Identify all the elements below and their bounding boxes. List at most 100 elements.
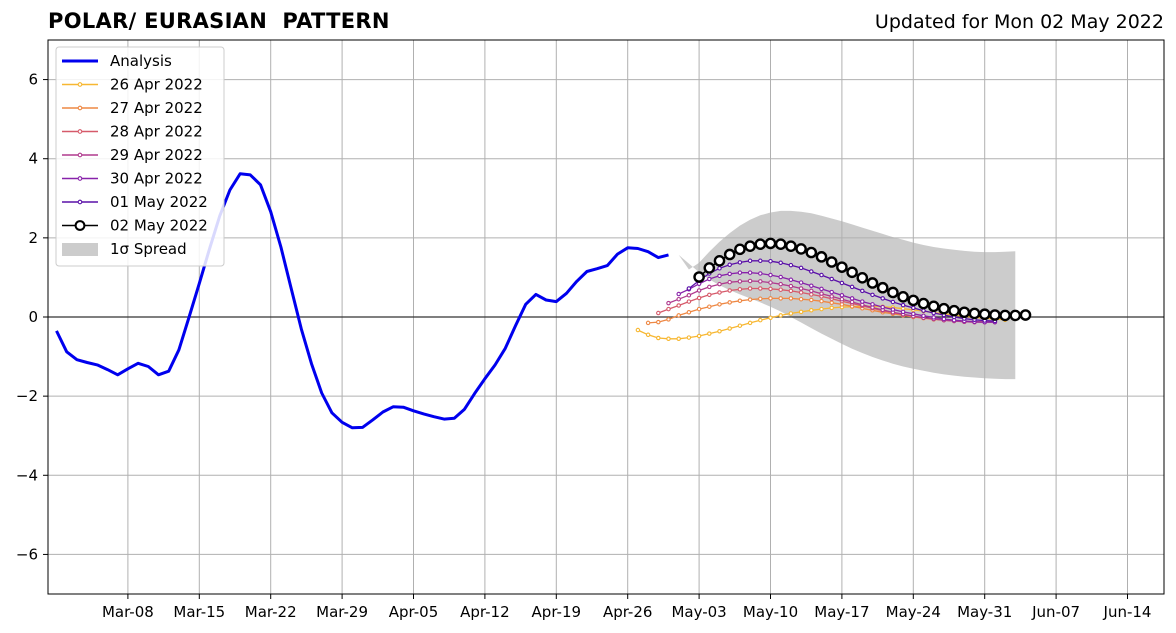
chart-title: POLAR/ EURASIAN PATTERN [48,9,390,33]
forecast-point [938,302,950,315]
forecast-point [819,306,824,312]
forecast-point [785,240,797,252]
forecast-point [717,328,722,334]
forecast-point [849,284,855,290]
forecast-point [900,302,906,308]
x-tick-label: Apr-19 [532,603,582,621]
forecast-point [809,269,814,274]
forecast-point [778,287,783,292]
forecast-point [798,309,804,315]
forecast-point [809,283,814,288]
forecast-point [666,317,671,322]
forecast-point [1009,309,1022,322]
y-tick-label: 6 [28,71,38,89]
forecast-point [927,300,940,313]
legend-label: 27 Apr 2022 [110,99,203,117]
forecast-point [778,274,783,280]
forecast-point [941,316,947,322]
forecast-point [703,262,716,274]
forecast-point [768,286,773,292]
analysis-line [55,172,669,430]
forecast-point [758,317,763,323]
forecast-point [798,290,804,295]
forecast-point [788,277,794,283]
forecast-point [666,336,671,342]
forecast-point [768,296,773,301]
forecast-point [897,291,909,303]
forecast-point [768,280,773,285]
forecast-point [809,292,814,297]
forecast-point [829,305,834,311]
plot-frame [47,39,1165,595]
forecast-point [798,286,804,291]
forecast-point [911,305,916,311]
forecast-point [686,335,692,340]
forecast-point [849,296,855,301]
forecast-point [890,299,896,305]
forecast-point [809,308,814,313]
x-tick-label: May-24 [886,603,941,621]
forecast-point [676,291,681,297]
forecast-point [696,333,702,339]
x-tick-label: May-31 [957,603,1012,621]
forecast-point [727,262,732,268]
forecast-point [747,320,753,326]
forecast-point [887,286,899,299]
forecast-point [839,280,845,286]
legend-marker [77,152,83,158]
x-tick-label: Mar-29 [316,603,368,621]
forecast-point [723,248,736,261]
forecast-point [819,291,824,296]
forecast-point [656,335,661,341]
forecast-point [686,286,692,291]
forecast-point [798,296,804,302]
forecast-point [635,327,641,333]
forecast-point [836,261,848,273]
forecast-point [737,287,743,292]
forecast-point [880,304,885,310]
y-tick-label: −6 [16,545,38,563]
forecast-point [754,238,767,250]
legend-marker [77,129,83,134]
forecast-point [656,310,661,316]
forecast-point [747,258,753,264]
forecast-point [1019,309,1032,321]
forecast-point [727,300,732,305]
forecast-point [809,288,814,294]
forecast-point [717,281,722,287]
x-tick-label: Mar-22 [245,603,297,621]
forecast-point [860,288,865,294]
legend-label: 30 Apr 2022 [110,170,203,188]
forecast-point [809,297,814,303]
forecast-point [645,332,651,338]
forecast-point [989,309,1001,321]
forecast-point [907,294,920,307]
legend-label: 01 May 2022 [110,193,208,211]
forecast-point [846,266,858,279]
forecast-point [717,266,722,271]
forecast-point [999,309,1011,322]
forecast-point [788,288,794,294]
forecast-point [829,300,834,306]
forecast-point [666,306,671,312]
forecast-point [758,271,763,276]
forecast-point [737,270,743,275]
x-tick-label: Apr-12 [460,603,510,621]
forecast-point [645,320,651,326]
forecast-point [876,281,889,294]
y-tick-label: −4 [16,466,38,484]
forecast-point [829,276,834,282]
forecast-point [717,302,722,307]
updated-date: Updated for Mon 02 May 2022 [874,11,1164,33]
forecast-point [764,237,777,250]
x-tick-label: Mar-08 [102,603,154,621]
forecast-point [758,258,763,264]
forecast-point [744,240,756,252]
forecast-point [829,289,834,295]
legend-box [55,46,225,267]
forecast-point [747,270,753,275]
forecast-point [686,299,692,304]
forecast-point [798,265,804,271]
forecast-point [825,256,838,268]
